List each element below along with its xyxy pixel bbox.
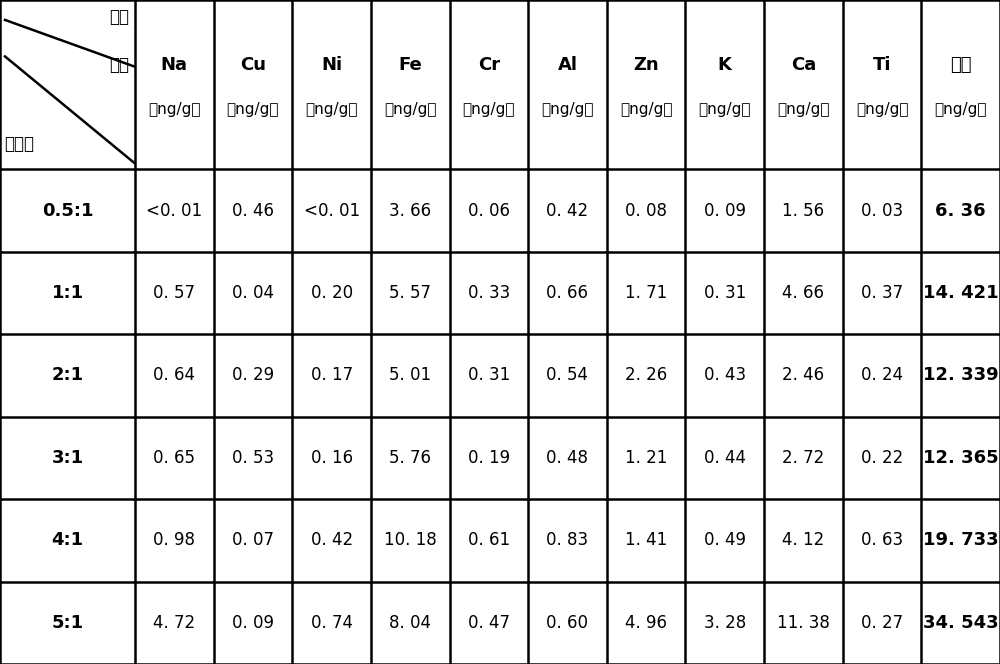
- Text: 0. 65: 0. 65: [153, 449, 195, 467]
- Text: 3. 66: 3. 66: [389, 202, 431, 220]
- Text: 0. 29: 0. 29: [232, 367, 274, 384]
- Text: 5:1: 5:1: [51, 614, 84, 631]
- Text: 10. 18: 10. 18: [384, 531, 437, 549]
- Text: 0. 37: 0. 37: [861, 284, 903, 302]
- Text: 0. 33: 0. 33: [468, 284, 510, 302]
- Text: Zn: Zn: [633, 56, 659, 74]
- Text: 3. 28: 3. 28: [704, 614, 746, 631]
- Text: Ca: Ca: [791, 56, 816, 74]
- Text: 19. 733: 19. 733: [923, 531, 998, 549]
- Text: Ni: Ni: [321, 56, 342, 74]
- Text: 0. 09: 0. 09: [704, 202, 746, 220]
- Text: 1. 71: 1. 71: [625, 284, 667, 302]
- Text: Fe: Fe: [398, 56, 422, 74]
- Text: （ng/g）: （ng/g）: [384, 102, 436, 118]
- Text: <0. 01: <0. 01: [146, 202, 202, 220]
- Text: 0. 54: 0. 54: [546, 367, 588, 384]
- Text: 0. 46: 0. 46: [232, 202, 274, 220]
- Text: Cu: Cu: [240, 56, 266, 74]
- Text: 0. 74: 0. 74: [311, 614, 353, 631]
- Text: 2. 26: 2. 26: [625, 367, 667, 384]
- Text: 含量: 含量: [109, 56, 129, 74]
- Text: （ng/g）: （ng/g）: [541, 102, 594, 118]
- Text: 0. 08: 0. 08: [625, 202, 667, 220]
- Text: 0. 61: 0. 61: [468, 531, 510, 549]
- Text: 0.5:1: 0.5:1: [42, 202, 93, 220]
- Text: 2. 46: 2. 46: [782, 367, 824, 384]
- Text: 0. 24: 0. 24: [861, 367, 903, 384]
- Text: 12. 365: 12. 365: [923, 449, 998, 467]
- Text: 5. 76: 5. 76: [389, 449, 431, 467]
- Text: 4:1: 4:1: [51, 531, 84, 549]
- Text: 0. 48: 0. 48: [546, 449, 588, 467]
- Text: 0. 42: 0. 42: [546, 202, 589, 220]
- Text: Cr: Cr: [478, 56, 500, 74]
- Text: 0. 31: 0. 31: [468, 367, 510, 384]
- Text: 0. 06: 0. 06: [468, 202, 510, 220]
- Text: 0. 53: 0. 53: [232, 449, 274, 467]
- Text: 0. 64: 0. 64: [153, 367, 195, 384]
- Text: 0. 27: 0. 27: [861, 614, 903, 631]
- Text: 0. 43: 0. 43: [704, 367, 746, 384]
- Text: 5. 57: 5. 57: [389, 284, 431, 302]
- Text: 14. 421: 14. 421: [923, 284, 998, 302]
- Text: Ti: Ti: [873, 56, 891, 74]
- Text: 1. 41: 1. 41: [625, 531, 667, 549]
- Text: 0. 47: 0. 47: [468, 614, 510, 631]
- Text: 0. 44: 0. 44: [704, 449, 746, 467]
- Text: （ng/g）: （ng/g）: [305, 102, 358, 118]
- Text: 11. 38: 11. 38: [777, 614, 830, 631]
- Text: Al: Al: [557, 56, 577, 74]
- Text: 体积比: 体积比: [4, 135, 34, 153]
- Text: 8. 04: 8. 04: [389, 614, 431, 631]
- Text: 0. 49: 0. 49: [704, 531, 746, 549]
- Text: 0. 98: 0. 98: [153, 531, 195, 549]
- Text: （ng/g）: （ng/g）: [148, 102, 201, 118]
- Text: （ng/g）: （ng/g）: [777, 102, 830, 118]
- Text: 0. 03: 0. 03: [861, 202, 903, 220]
- Text: 4. 96: 4. 96: [625, 614, 667, 631]
- Text: 1:1: 1:1: [51, 284, 84, 302]
- Text: 6. 36: 6. 36: [935, 202, 986, 220]
- Text: K: K: [718, 56, 732, 74]
- Text: 0. 57: 0. 57: [153, 284, 195, 302]
- Text: 1. 56: 1. 56: [782, 202, 824, 220]
- Text: 0. 83: 0. 83: [546, 531, 589, 549]
- Text: 0. 60: 0. 60: [546, 614, 588, 631]
- Text: Na: Na: [161, 56, 188, 74]
- Text: （ng/g）: （ng/g）: [463, 102, 515, 118]
- Text: 总和: 总和: [950, 56, 971, 74]
- Text: 12. 339: 12. 339: [923, 367, 998, 384]
- Text: 3:1: 3:1: [51, 449, 84, 467]
- Text: 1. 21: 1. 21: [625, 449, 667, 467]
- Text: 0. 16: 0. 16: [311, 449, 353, 467]
- Text: 0. 07: 0. 07: [232, 531, 274, 549]
- Text: 0. 20: 0. 20: [311, 284, 353, 302]
- Text: 5. 01: 5. 01: [389, 367, 431, 384]
- Text: 34. 543: 34. 543: [923, 614, 998, 631]
- Text: （ng/g）: （ng/g）: [620, 102, 672, 118]
- Text: 0. 66: 0. 66: [546, 284, 588, 302]
- Text: 0. 04: 0. 04: [232, 284, 274, 302]
- Text: （ng/g）: （ng/g）: [699, 102, 751, 118]
- Text: 0. 31: 0. 31: [704, 284, 746, 302]
- Text: 2:1: 2:1: [51, 367, 84, 384]
- Text: 0. 19: 0. 19: [468, 449, 510, 467]
- Text: （ng/g）: （ng/g）: [856, 102, 908, 118]
- Text: 2. 72: 2. 72: [782, 449, 825, 467]
- Text: 0. 22: 0. 22: [861, 449, 903, 467]
- Text: 4. 12: 4. 12: [782, 531, 825, 549]
- Text: 元素: 元素: [109, 8, 129, 26]
- Text: 4. 66: 4. 66: [782, 284, 824, 302]
- Text: （ng/g）: （ng/g）: [227, 102, 279, 118]
- Text: <0. 01: <0. 01: [304, 202, 360, 220]
- Text: 0. 63: 0. 63: [861, 531, 903, 549]
- Text: 0. 09: 0. 09: [232, 614, 274, 631]
- Text: 4. 72: 4. 72: [153, 614, 195, 631]
- Text: 0. 42: 0. 42: [311, 531, 353, 549]
- Text: （ng/g）: （ng/g）: [934, 102, 987, 118]
- Text: 0. 17: 0. 17: [311, 367, 353, 384]
